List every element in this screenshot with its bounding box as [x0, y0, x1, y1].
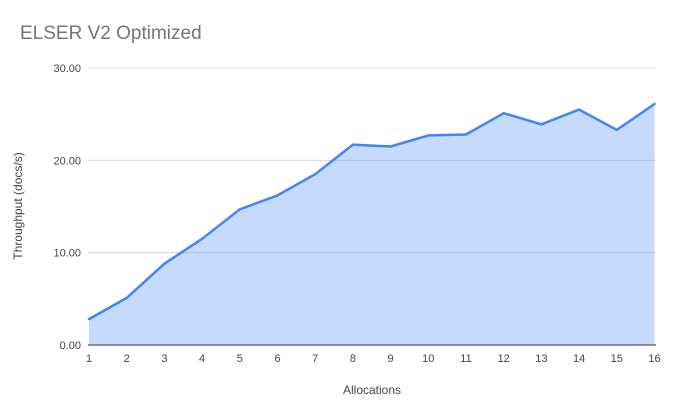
x-axis-title: Allocations: [343, 383, 401, 397]
y-tick-label: 10.00: [53, 248, 81, 260]
x-tick-label: 1: [86, 353, 92, 365]
y-tick-labels: 0.00 10.00 20.00 30.00: [53, 63, 81, 352]
x-tick-label: 16: [648, 353, 660, 365]
x-tick-label: 9: [388, 353, 394, 365]
y-tick-label: 30.00: [53, 63, 81, 75]
x-tick-label: 15: [611, 353, 623, 365]
x-tick-label: 3: [161, 353, 167, 365]
x-tick-label: 10: [422, 353, 434, 365]
x-tick-label: 2: [124, 353, 130, 365]
x-tick-label: 4: [199, 353, 205, 365]
x-tick-label: 13: [535, 353, 547, 365]
area-fill: [89, 104, 655, 345]
area-series: [87, 102, 656, 345]
x-tick-label: 11: [460, 353, 471, 365]
y-tick-label: 20.00: [53, 155, 81, 167]
series-line: [87, 102, 656, 321]
x-tick-label: 8: [350, 353, 356, 365]
x-tick-label: 5: [237, 353, 243, 365]
chart-title: ELSER V2 Optimized: [20, 23, 202, 44]
y-axis-title: Throughput (docs/s): [11, 152, 25, 259]
x-tick-label: 7: [312, 353, 318, 365]
y-tick-label: 0.00: [60, 340, 81, 352]
x-tick-labels: 1 2 3 4 5 6 7 8 9 10 11 12 13 14 15 16: [86, 353, 661, 365]
x-tick-label: 14: [573, 353, 585, 365]
x-tick-label: 6: [274, 353, 280, 365]
x-tick-label: 12: [498, 353, 510, 365]
